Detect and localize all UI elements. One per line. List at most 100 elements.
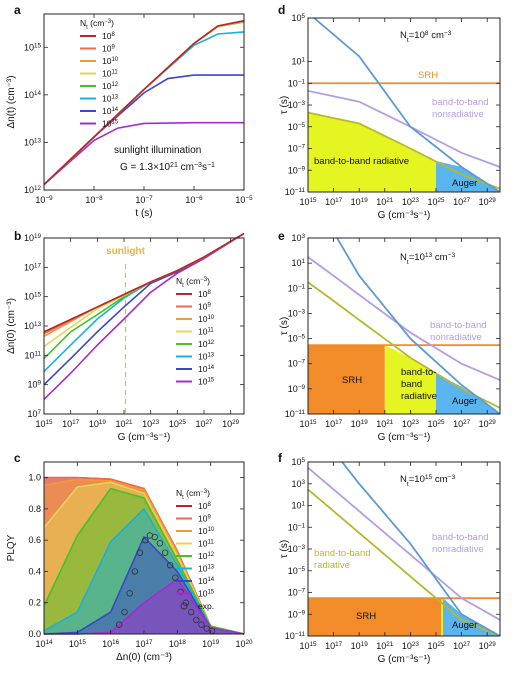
radiative-line [308, 281, 500, 409]
y-axis-c-tick-label: 0.8 [28, 504, 41, 514]
x-axis-f-tick-label: 1017 [325, 641, 343, 652]
series-line-a-7 [43, 121, 244, 186]
x-axis-e-tick-label: 1023 [402, 419, 420, 430]
x-axis-a-tick-label: 10−7 [135, 195, 153, 206]
legend-entry: 1014 [198, 364, 215, 374]
y-axis-b-tick-label: 1013 [24, 321, 42, 332]
nt-label-d: Nt=108 cm−3 [400, 30, 452, 44]
legend-entry: 1011 [198, 539, 214, 549]
y-axis-c-tick-label: 1.0 [28, 473, 41, 483]
radiative-label: band-to-band radiative [314, 156, 409, 167]
y-axis-b-tick-label: 1015 [24, 291, 42, 302]
plot-area-e [308, 238, 500, 414]
radiative-line [308, 111, 500, 190]
x-axis-f-tick-label: 1029 [479, 641, 497, 652]
y-axis-e-tick-label: 10−5 [288, 333, 306, 344]
x-axis-b-tick-label: 1023 [142, 419, 160, 430]
srh-region [308, 345, 385, 414]
panel-letter-a: a [14, 3, 21, 17]
plot-area-d [308, 18, 500, 192]
y-axis-d-tick-label: 10−7 [288, 143, 306, 154]
annotation-generation-rate: G = 1.3×1021 cm−3s−1 [120, 162, 215, 174]
legend-entry: 109 [198, 514, 211, 524]
radiative-label-3: radiative [401, 391, 437, 402]
y-axis-e-tick-label: 10−1 [288, 283, 306, 294]
y-axis-f-tick-label: 10−3 [288, 544, 306, 555]
x-axis-d-tick-label: 1015 [299, 197, 317, 208]
legend-entry: 1011 [198, 327, 214, 337]
exp-point [193, 616, 200, 624]
legend-entry: 1015 [198, 377, 215, 387]
y-axis-a-tick-label: 1014 [24, 89, 42, 100]
x-axis-b-tick-label: 1017 [62, 419, 80, 430]
srh-label: SRH [418, 70, 438, 81]
series-line-b-0 [43, 232, 245, 333]
panel-c: c 1014 1015 1016 1017 1018 1019 1020 0.0 0.2 0.4 0.… [6, 451, 253, 663]
panel-letter-c: c [14, 451, 21, 465]
y-axis-e-tick-label: 10−7 [288, 358, 306, 369]
srh-label: SRH [356, 611, 376, 622]
y-axis-label-a: Δn(t) (cm⁻³) [6, 75, 17, 128]
x-axis-a-tick-label: 10−6 [185, 195, 203, 206]
series-line-a-0 [43, 20, 245, 186]
series-area-c-7 [44, 579, 244, 634]
auger-line [312, 18, 500, 192]
series-line-b-7 [43, 232, 245, 400]
y-axis-d-tick-label: 10−11 [285, 187, 306, 198]
panel-b: b sunlight 1015 1017 1019 1021 1023 1025 1027 102… [6, 229, 245, 443]
y-axis-b-tick-label: 1011 [24, 350, 41, 361]
series-line-a-2 [43, 20, 245, 186]
legend-exp-marker [180, 602, 188, 610]
y-axis-d-tick-label: 10−3 [288, 100, 306, 111]
panel-f: f 1015 1017 1019 1021 1023 1025 1027 1029 105 103 1… [278, 451, 501, 665]
auger-label: Auger [452, 620, 477, 631]
x-axis-b-tick-label: 1029 [222, 419, 240, 430]
nt-label-f: Nt=1015 cm−3 [400, 474, 455, 488]
y-axis-b-tick-label: 1019 [24, 233, 42, 244]
panel-letter-d: d [278, 3, 285, 17]
nt-label-e: Nt=1013 cm−3 [400, 252, 455, 266]
x-axis-b-tick-label: 1025 [169, 419, 187, 430]
y-axis-d-tick-label: 105 [291, 13, 305, 24]
nonradiative-label-1: band-to-band [432, 532, 489, 543]
nonradiative-label-2: nonradiative [432, 544, 484, 555]
plot-frame-e [307, 237, 501, 415]
x-axis-d-tick-label: 1019 [351, 197, 369, 208]
legend-entry: 108 [198, 501, 211, 511]
x-axis-f-tick-label: 1023 [402, 641, 420, 652]
legend-entry: 1014 [198, 576, 215, 586]
x-axis-b-tick-label: 1027 [195, 419, 213, 430]
nonradiative-label-1: band-to-band [430, 320, 487, 331]
exp-point [177, 588, 184, 595]
radiative-region [441, 598, 443, 636]
legend-title: Nt (cm−3) [80, 18, 114, 31]
legend-entry: 108 [198, 289, 211, 299]
x-axis-d-tick-label: 1025 [427, 197, 445, 208]
x-axis-d-tick-label: 1023 [402, 197, 420, 208]
legend-entry: 1014 [102, 106, 119, 116]
nonradiative-line [308, 467, 500, 621]
exp-point [115, 621, 123, 628]
x-axis-b-tick-label: 1019 [89, 419, 107, 430]
y-axis-e-tick-label: 10−3 [288, 308, 306, 319]
x-axis-c-tick-label: 1015 [69, 639, 87, 650]
legend-title: Nt (cm−3) [176, 488, 210, 501]
y-axis-b-tick-label: 107 [27, 409, 41, 420]
y-axis-e-tick-label: 101 [291, 258, 305, 269]
y-axis-a-tick-label: 1013 [24, 137, 42, 148]
exp-point [161, 549, 169, 556]
panel-d: d 1015 1017 1019 1021 1023 1025 1027 1029 105 101 1… [278, 3, 501, 221]
radiative-region [384, 345, 436, 414]
x-axis-e-tick-label: 1015 [299, 419, 317, 430]
legend-entry: 1013 [198, 352, 215, 362]
series-line-a-4 [43, 21, 245, 186]
y-axis-f-tick-label: 105 [291, 457, 305, 468]
nonradiative-line [308, 256, 500, 381]
radiative-label-2: radiative [314, 560, 350, 571]
y-axis-label-e: τ (s) [279, 317, 290, 335]
x-axis-label-e: G (cm⁻³s⁻¹) [378, 432, 431, 443]
legend-entry: 1010 [198, 526, 215, 536]
y-axis-c-tick-label: 0.6 [28, 535, 41, 545]
y-axis-f-tick-label: 10−9 [288, 609, 306, 620]
series-line-a-3 [43, 20, 245, 186]
